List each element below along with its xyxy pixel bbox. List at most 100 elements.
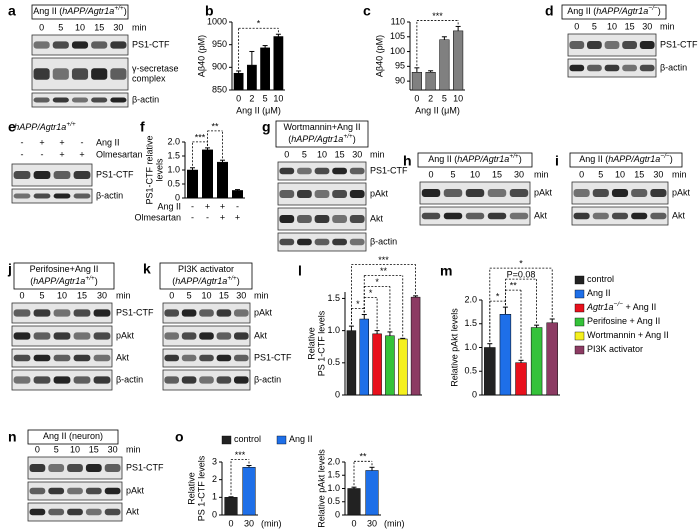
blot-band [332,190,347,198]
blot-band [53,354,71,362]
bar [273,36,284,91]
text-part: Ang II ( [567,6,596,16]
text-part: hAPP/Agtr1a [33,276,85,286]
row-label: Akt [534,210,548,220]
blot-band [33,171,51,179]
bar [346,330,357,396]
bar [484,347,496,396]
blot-band [622,41,637,49]
panel-letter: h [403,153,412,169]
bar [202,149,213,199]
y-tick-label: 0 [175,192,180,202]
blot-band [509,212,529,220]
x-axis-label: (min) [384,518,405,528]
blot-band [297,190,312,198]
text-part: hAPP/Agtr1a [596,6,648,16]
y-axis-label: Relative [186,472,196,505]
x-tick-label: 0 [236,93,241,103]
panel-letter: a [8,3,16,19]
label: Ang II (neuron) [43,431,103,441]
blot-band [73,376,91,384]
bar [398,338,408,396]
treatment-sign: - [191,201,194,211]
y-tick-label: 1.0 [167,164,180,174]
x-tick-label: 5 [263,93,268,103]
blot-band [48,487,65,495]
text-part: ) [124,6,127,16]
blot-band [53,332,71,340]
blot-band [91,41,108,49]
lane-label: 30 [97,290,107,300]
text-part: Perifosine + Ang II [587,316,660,326]
blot-band [349,167,365,175]
bar [187,169,198,199]
y-tick-label: 1 [212,492,217,502]
text-part: ) [353,134,356,144]
blot-band [622,64,637,72]
row-label: PS1-CTF [132,39,170,49]
y-tick-label: 1000 [207,16,227,26]
blot-band [199,309,214,317]
blot-band [110,97,127,103]
bar [453,30,464,91]
row-label: PS1-CTF [370,165,408,175]
sig-label: ** [380,266,388,276]
x-tick-label: 10 [273,93,283,103]
blot-band [314,238,330,246]
text-part: ) [237,276,240,286]
label: Wortmannin + Ang II [587,330,669,340]
treatment-sign: + [59,149,64,159]
row-label: PS1-CTF [254,352,292,362]
y-tick-label: 0.5 [327,357,340,367]
y-tick-label: 1.0 [464,342,477,352]
text-part: +/+ [343,133,353,140]
blot-band [73,171,91,179]
blot-band [587,41,602,49]
label: Perifosine+Ang II [30,264,99,274]
panel-letter: n [8,429,17,445]
text-part: Ang II ( [428,154,457,164]
row-label: PS1-CTF [116,307,154,317]
label: Ang II [289,434,313,444]
row-label: pAkt [672,187,691,197]
bar [365,470,379,516]
label: Wortmannin+Ang II [283,122,360,132]
bar [246,64,257,91]
bar [242,467,256,516]
blot-strip [11,163,93,187]
legend-swatch [574,345,585,355]
text-part: ) [658,6,661,16]
blot-band [487,189,507,197]
sig-label: ** [211,121,219,131]
sig-label: *** [378,255,389,265]
lane-label: 30 [352,149,362,159]
panel-letter: o [175,429,184,445]
y-tick-label: 2.0 [464,294,477,304]
blot-band [569,41,585,49]
blot-band [93,332,111,340]
y-tick-label: 2.0 [167,136,180,146]
blot-band [85,487,102,495]
title-box [27,429,119,445]
title-box [31,4,129,20]
label: Ang II (hAPP/Agtr1a−/−) [579,153,672,164]
label: PI3K activator [178,264,234,274]
text-part: Agtr1a [586,302,614,312]
y-tick-label: 1.5 [327,293,340,303]
lane-label: 15 [94,22,104,32]
blot-band [73,354,91,362]
bar [233,72,244,91]
lane-label: 30 [642,21,652,31]
lane-label: 15 [634,169,644,179]
lane-label: 5 [54,444,59,454]
lane-label: 0 [35,444,40,454]
sig-label: ** [510,281,518,291]
text-part: Ang II [289,434,313,444]
sig-label: P=0.08 [507,270,536,280]
label: Perifosine + Ang II [587,316,660,326]
lane-label: 5 [598,169,603,179]
panel-letter: b [205,3,214,19]
blot-band [639,41,655,49]
text-part: −/− [660,153,670,160]
treatment-sign: - [21,149,24,159]
